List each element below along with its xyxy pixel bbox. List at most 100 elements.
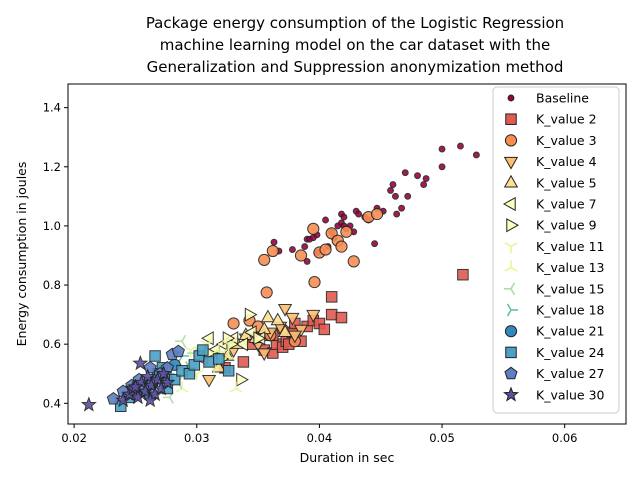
- data-point: [236, 372, 249, 387]
- series-baseline: [270, 142, 480, 265]
- data-point: [306, 309, 321, 323]
- data-point: [235, 337, 249, 352]
- legend-marker: [505, 346, 517, 359]
- legend-label: K_value 21: [536, 324, 604, 339]
- y-tick-label: 1.2: [43, 160, 61, 174]
- x-tick-label: 0.06: [552, 431, 578, 445]
- data-point: [155, 365, 172, 381]
- data-point: [260, 286, 273, 299]
- legend-marker: [504, 134, 518, 147]
- data-point: [106, 391, 120, 405]
- chart-title-line-1: Package energy consumption of the Logist…: [146, 14, 564, 32]
- data-point: [387, 186, 394, 194]
- data-point: [270, 312, 285, 326]
- legend: Baseline K_value 2 K_value 3 K_value 4 K_val…: [492, 86, 620, 414]
- data-point: [139, 368, 156, 384]
- data-point: [393, 210, 401, 218]
- y-tick-label: 1.0: [43, 219, 61, 233]
- data-point: [277, 324, 293, 338]
- legend-box: [492, 86, 620, 414]
- data-point: [171, 344, 185, 358]
- data-point: [243, 325, 257, 340]
- data-point: [270, 238, 278, 246]
- data-point: [253, 331, 267, 346]
- legend-label: K_value 30: [536, 387, 605, 402]
- data-point: [371, 240, 379, 248]
- data-point: [335, 240, 348, 253]
- legend-marker: [504, 366, 518, 380]
- data-point: [322, 216, 329, 224]
- legend-label: K_value 3: [536, 133, 597, 148]
- legend-label: K_value 27: [536, 366, 604, 381]
- legend-label: Baseline: [536, 91, 589, 106]
- legend-label: K_value 9: [536, 218, 597, 233]
- y-tick-label: 0.6: [43, 337, 61, 351]
- data-point: [401, 169, 409, 177]
- data-point: [422, 175, 430, 183]
- data-point: [142, 391, 159, 408]
- data-point: [132, 354, 149, 371]
- data-point: [319, 243, 332, 256]
- legend-marker: [504, 260, 518, 272]
- data-point: [244, 307, 258, 322]
- x-axis-ticks: 0.02 0.03 0.04 0.05 0.06: [61, 424, 577, 445]
- legend-marker: [506, 303, 518, 317]
- x-tick-label: 0.04: [307, 431, 333, 445]
- data-point: [456, 142, 464, 150]
- data-point: [288, 246, 296, 254]
- data-point: [301, 243, 309, 251]
- y-axis-label: Energy consumption in joules: [14, 162, 29, 347]
- chart-title-line-3: Generalization and Suppression anonymiza…: [147, 58, 564, 76]
- data-point: [285, 312, 300, 326]
- data-point: [318, 323, 331, 336]
- legend-marker: [502, 196, 516, 212]
- data-point: [370, 207, 384, 221]
- data-point: [347, 255, 360, 268]
- data-point: [355, 210, 363, 218]
- data-point: [438, 145, 446, 153]
- data-point: [266, 244, 279, 258]
- data-point: [227, 317, 240, 330]
- data-point: [340, 225, 353, 238]
- data-point: [438, 163, 446, 171]
- x-tick-label: 0.05: [429, 431, 455, 445]
- legend-marker: [504, 325, 518, 338]
- y-tick-label: 1.4: [43, 101, 61, 115]
- data-point: [307, 222, 320, 235]
- legend-label: K_value 2: [536, 112, 597, 127]
- data-point: [414, 172, 421, 180]
- data-point: [127, 378, 144, 394]
- y-axis-ticks: 0.4 0.6 0.8 1.0 1.2 1.4: [43, 101, 68, 410]
- data-point: [149, 350, 161, 362]
- legend-label: K_value 7: [536, 197, 597, 212]
- data-point: [457, 268, 469, 281]
- data-point: [203, 356, 215, 368]
- x-tick-label: 0.02: [61, 431, 87, 445]
- data-point: [201, 374, 217, 388]
- data-point: [197, 344, 209, 356]
- series-k_value-30: [80, 354, 176, 412]
- data-point: [143, 360, 157, 374]
- data-point: [335, 311, 348, 324]
- data-point: [303, 257, 311, 265]
- plot-area: [80, 142, 480, 413]
- data-point: [258, 253, 271, 267]
- data-point: [420, 181, 428, 188]
- legend-marker: [502, 386, 520, 402]
- data-point: [404, 192, 412, 200]
- legend-marker: [503, 156, 519, 170]
- y-tick-label: 0.4: [43, 396, 61, 410]
- y-tick-label: 0.8: [43, 278, 61, 292]
- data-point: [168, 373, 181, 386]
- data-point: [257, 348, 272, 362]
- data-point: [159, 374, 176, 390]
- data-point: [222, 365, 235, 377]
- legend-label: K_value 11: [536, 239, 604, 254]
- data-point: [294, 249, 308, 262]
- legend-label: K_value 24: [536, 345, 605, 360]
- legend-label: K_value 15: [536, 281, 604, 296]
- legend-label: K_value 5: [536, 175, 597, 190]
- x-tick-label: 0.03: [184, 431, 210, 445]
- legend-marker: [507, 94, 515, 102]
